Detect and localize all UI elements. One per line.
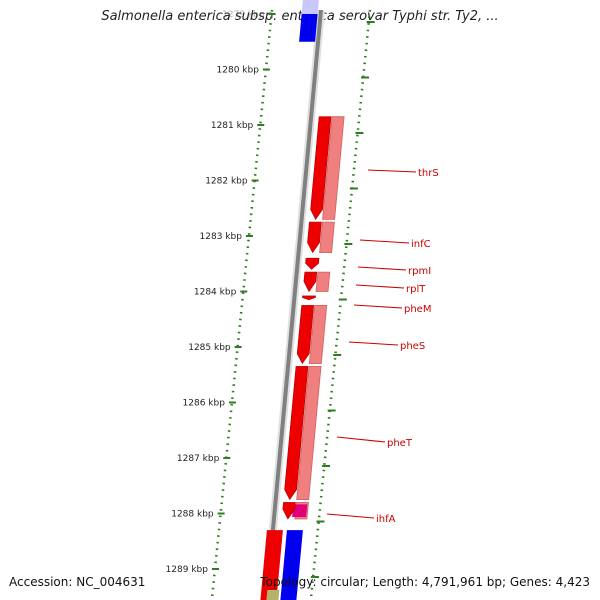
tick-label: 1279 kbp xyxy=(222,10,265,20)
gene-leader-line xyxy=(336,436,386,443)
gene-leader-line xyxy=(355,284,405,289)
gene-leader-line xyxy=(348,341,399,346)
backbone-strand xyxy=(264,9,323,600)
gene-label-phem[interactable]: pheM xyxy=(404,304,431,315)
gene-label-phet[interactable]: pheT xyxy=(387,438,413,449)
gene-shadow-group xyxy=(292,116,345,520)
gene-thrs[interactable] xyxy=(310,116,332,220)
tick-label: 1282 kbp xyxy=(205,177,248,187)
gene-infc[interactable] xyxy=(307,221,322,254)
tick-label: 1281 kbp xyxy=(211,121,254,131)
neighbor-feature-fade xyxy=(301,0,319,14)
gene-leader-line xyxy=(326,513,375,519)
gene-labels-group: thrS infC rpmI rplT pheM pheS pheT ihfA xyxy=(326,168,439,525)
neighbor-feature-blue[interactable] xyxy=(280,530,303,600)
gene-label-phes[interactable]: pheS xyxy=(400,341,425,352)
tick-label: 1284 kbp xyxy=(194,288,237,298)
accession-text: Accession: NC_004631 xyxy=(9,575,146,589)
gene-phet[interactable] xyxy=(284,366,309,501)
gene-ihfa-marker xyxy=(292,504,308,517)
backbone-group xyxy=(262,9,325,600)
tick-label: 1287 kbp xyxy=(177,454,220,464)
gene-leader-line xyxy=(357,266,407,271)
map-title: Salmonella enterica subsp. enterica sero… xyxy=(101,9,499,24)
tick-rail-right xyxy=(309,9,372,599)
gene-shadow-phes xyxy=(308,304,328,365)
gene-ihfa[interactable] xyxy=(282,502,296,520)
gene-label-rpmi[interactable]: rpmI xyxy=(408,266,431,277)
gene-leader-line xyxy=(359,239,410,244)
gene-leader-line xyxy=(367,169,417,173)
genes-group xyxy=(260,0,332,600)
gene-shadow-infc xyxy=(319,221,335,254)
gene-label-ihfa[interactable]: ihfA xyxy=(376,514,396,525)
gene-shadow-thrs xyxy=(322,116,345,220)
ticks-group: 1279 kbp 1280 kbp 1281 kbp 1282 kbp 1283 kbp… xyxy=(166,9,375,599)
gene-label-rplt[interactable]: rplT xyxy=(406,284,426,295)
tick-label: 1288 kbp xyxy=(171,510,214,520)
gene-label-thrs[interactable]: thrS xyxy=(418,168,439,179)
gene-shadow-phet xyxy=(296,365,322,501)
neighbor-feature-olive xyxy=(266,590,280,600)
neighbor-feature-red[interactable] xyxy=(260,530,283,600)
gene-shadow-rplt xyxy=(315,271,331,292)
gene-phem[interactable] xyxy=(302,295,316,301)
topology-summary: Topology: circular; Length: 4,791,961 bp… xyxy=(260,575,590,589)
gene-rpmi[interactable] xyxy=(305,257,320,270)
tick-label: 1289 kbp xyxy=(166,565,209,575)
gene-phes[interactable] xyxy=(296,305,315,365)
neighbor-feature-blue[interactable] xyxy=(299,14,318,42)
tick-label: 1283 kbp xyxy=(200,232,243,242)
tick-label: 1286 kbp xyxy=(183,399,226,409)
gene-rplt[interactable] xyxy=(303,271,318,293)
tick-rail-left xyxy=(210,9,274,599)
tick-label: 1280 kbp xyxy=(217,66,260,76)
gene-label-infc[interactable]: infC xyxy=(411,239,431,250)
tick-label: 1285 kbp xyxy=(188,343,231,353)
gene-leader-line xyxy=(353,304,403,309)
